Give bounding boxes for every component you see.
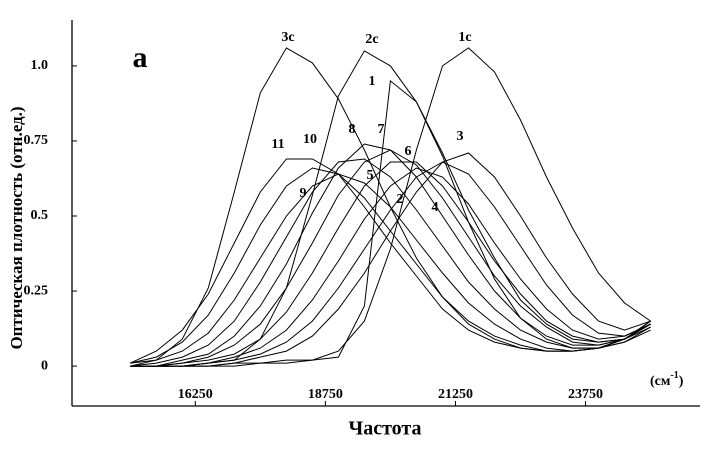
series-label: 7 <box>378 122 385 137</box>
series-line <box>130 173 651 364</box>
series-line <box>130 161 651 367</box>
series-label: 8 <box>349 122 356 137</box>
series-line <box>130 79 651 367</box>
y-tick-label: 0 <box>41 358 48 373</box>
x-tick-label: 16250 <box>178 387 213 402</box>
x-tick-label: 18750 <box>308 387 343 402</box>
x-unit: (см-1) <box>650 370 684 389</box>
series-line <box>130 161 651 367</box>
y-tick-label: 0.5 <box>31 208 49 223</box>
x-axis-label: Частота <box>349 418 422 440</box>
y-tick-label: 0.75 <box>24 133 49 148</box>
series-label: 9 <box>300 186 307 201</box>
series-label: 4 <box>432 200 439 215</box>
y-axis-label: Оптическая плотность (отн.ед.) <box>7 106 26 349</box>
y-tick-label: 0.25 <box>24 283 49 298</box>
series-label: 1c <box>458 30 471 45</box>
series-label: 10 <box>303 132 317 147</box>
x-tick-label: 21250 <box>438 387 473 402</box>
series-line <box>130 143 651 367</box>
series-label: 3 <box>457 129 464 144</box>
x-tick-label: 23750 <box>568 387 603 402</box>
series-line <box>130 149 651 367</box>
series-label: 3c <box>281 30 294 45</box>
x-unit-open: (см <box>650 374 671 389</box>
series-line <box>130 167 651 367</box>
series-label: 6 <box>405 144 412 159</box>
series-line <box>130 50 651 367</box>
panel-label: а <box>133 41 148 74</box>
series-label: 5 <box>367 168 374 183</box>
series-label: 11 <box>271 137 284 152</box>
series-line <box>130 158 651 367</box>
series-label: 1 <box>369 74 376 89</box>
series-line <box>130 167 651 364</box>
series-line <box>130 47 651 367</box>
series-label: 2c <box>365 32 378 47</box>
series-line <box>130 152 651 367</box>
x-unit-sup: -1 <box>670 370 678 381</box>
series-line <box>130 158 651 364</box>
x-unit-close: ) <box>679 374 684 389</box>
series-label: 2 <box>397 192 404 207</box>
y-tick-label: 1.0 <box>31 58 49 73</box>
